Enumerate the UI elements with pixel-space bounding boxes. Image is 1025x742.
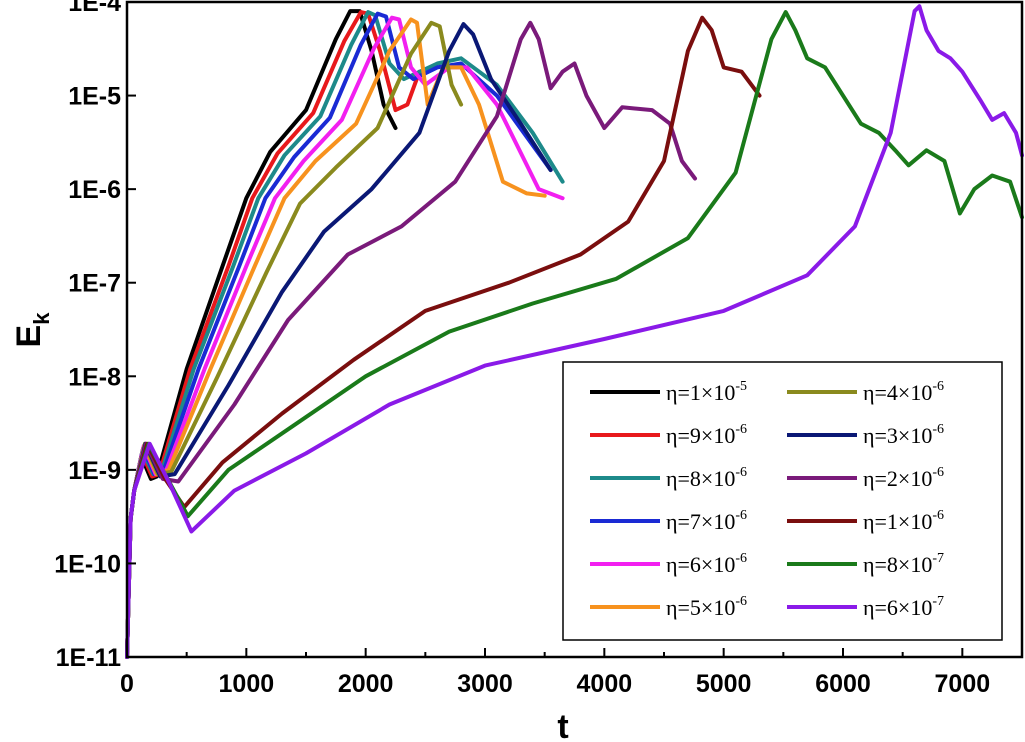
x-tick-label: 6000 xyxy=(815,670,871,698)
legend-label: η=1×10-6 xyxy=(863,508,944,534)
legend-label: η=2×10-6 xyxy=(863,465,944,491)
y-axis-title-main: E xyxy=(10,325,48,348)
legend-label: η=9×10-6 xyxy=(666,422,747,448)
series-layer xyxy=(125,4,1024,659)
x-tick-label: 2000 xyxy=(338,670,394,698)
y-axis-title: Ek xyxy=(10,312,54,348)
y-tick-label: 1E-7 xyxy=(68,270,121,298)
x-tick-label: 1000 xyxy=(219,670,275,698)
x-axis-title: t xyxy=(557,708,568,742)
legend-label: η=6×10-7 xyxy=(863,594,944,620)
x-tick-label: 3000 xyxy=(457,670,513,698)
legend-box xyxy=(562,361,1003,641)
y-tick-label: 1E-6 xyxy=(68,176,121,204)
legend: η=1×10-5 η=9×10-6 η=8×10-6 η=7×10-6 η=6×10-6… xyxy=(562,361,1003,641)
series-line-6 xyxy=(125,17,547,659)
y-tick-label: 1E-9 xyxy=(68,457,121,485)
legend-label: η=5×10-6 xyxy=(666,594,747,620)
x-tick-label: 5000 xyxy=(696,670,752,698)
plot-frame xyxy=(125,0,1024,659)
series-line-7 xyxy=(125,20,464,659)
y-tick-label: 1E-8 xyxy=(68,363,121,391)
legend-label: η=4×10-6 xyxy=(863,379,944,405)
legend-label: η=1×10-5 xyxy=(666,379,747,405)
y-tick-label: 1E-4 xyxy=(68,0,121,17)
legend-label: η=8×10-6 xyxy=(666,465,747,491)
y-axis-title-sub: k xyxy=(29,312,54,325)
x-tick-label: 4000 xyxy=(577,670,633,698)
series-line-1 xyxy=(125,9,398,659)
series-line-12 xyxy=(125,4,1024,659)
axes-layer: 0 1000 2000 3000 4000 5000 6000 7000 1E-11 1E-10 1… xyxy=(54,0,990,698)
series-line-2 xyxy=(125,10,422,659)
legend-label: η=8×10-7 xyxy=(863,551,944,577)
series-line-8 xyxy=(125,22,553,659)
y-tick-label: 1E-5 xyxy=(68,83,121,111)
legend-label: η=3×10-6 xyxy=(863,422,944,448)
series-line-11 xyxy=(125,10,1024,659)
series-line-4 xyxy=(125,11,553,659)
series-line-9 xyxy=(125,20,697,659)
legend-label: η=6×10-6 xyxy=(666,551,747,577)
y-tick-label: 1E-11 xyxy=(56,644,121,672)
x-tick-label: 7000 xyxy=(935,670,991,698)
y-tick-label: 1E-10 xyxy=(54,550,121,578)
legend-label: η=7×10-6 xyxy=(666,508,747,534)
x-tick-label: 0 xyxy=(120,670,134,698)
